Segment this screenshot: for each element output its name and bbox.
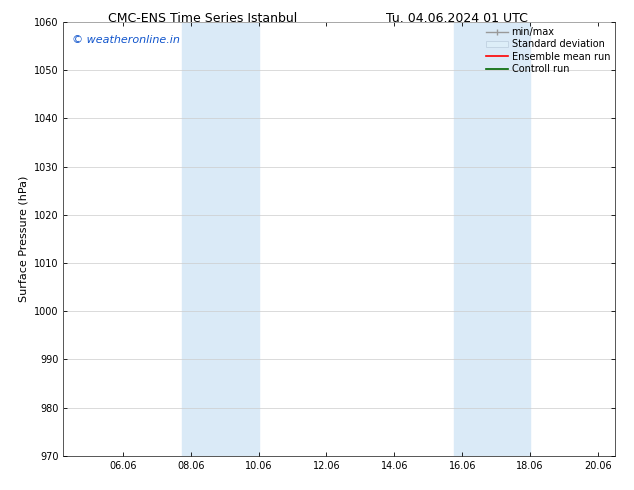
Bar <box>454 22 530 456</box>
Text: © weatheronline.in: © weatheronline.in <box>72 35 179 45</box>
Y-axis label: Surface Pressure (hPa): Surface Pressure (hPa) <box>18 176 29 302</box>
Text: Tu. 04.06.2024 01 UTC: Tu. 04.06.2024 01 UTC <box>385 12 527 25</box>
Legend: min/max, Standard deviation, Ensemble mean run, Controll run: min/max, Standard deviation, Ensemble me… <box>484 25 612 76</box>
Text: CMC-ENS Time Series Istanbul: CMC-ENS Time Series Istanbul <box>108 12 297 25</box>
Bar <box>182 22 259 456</box>
